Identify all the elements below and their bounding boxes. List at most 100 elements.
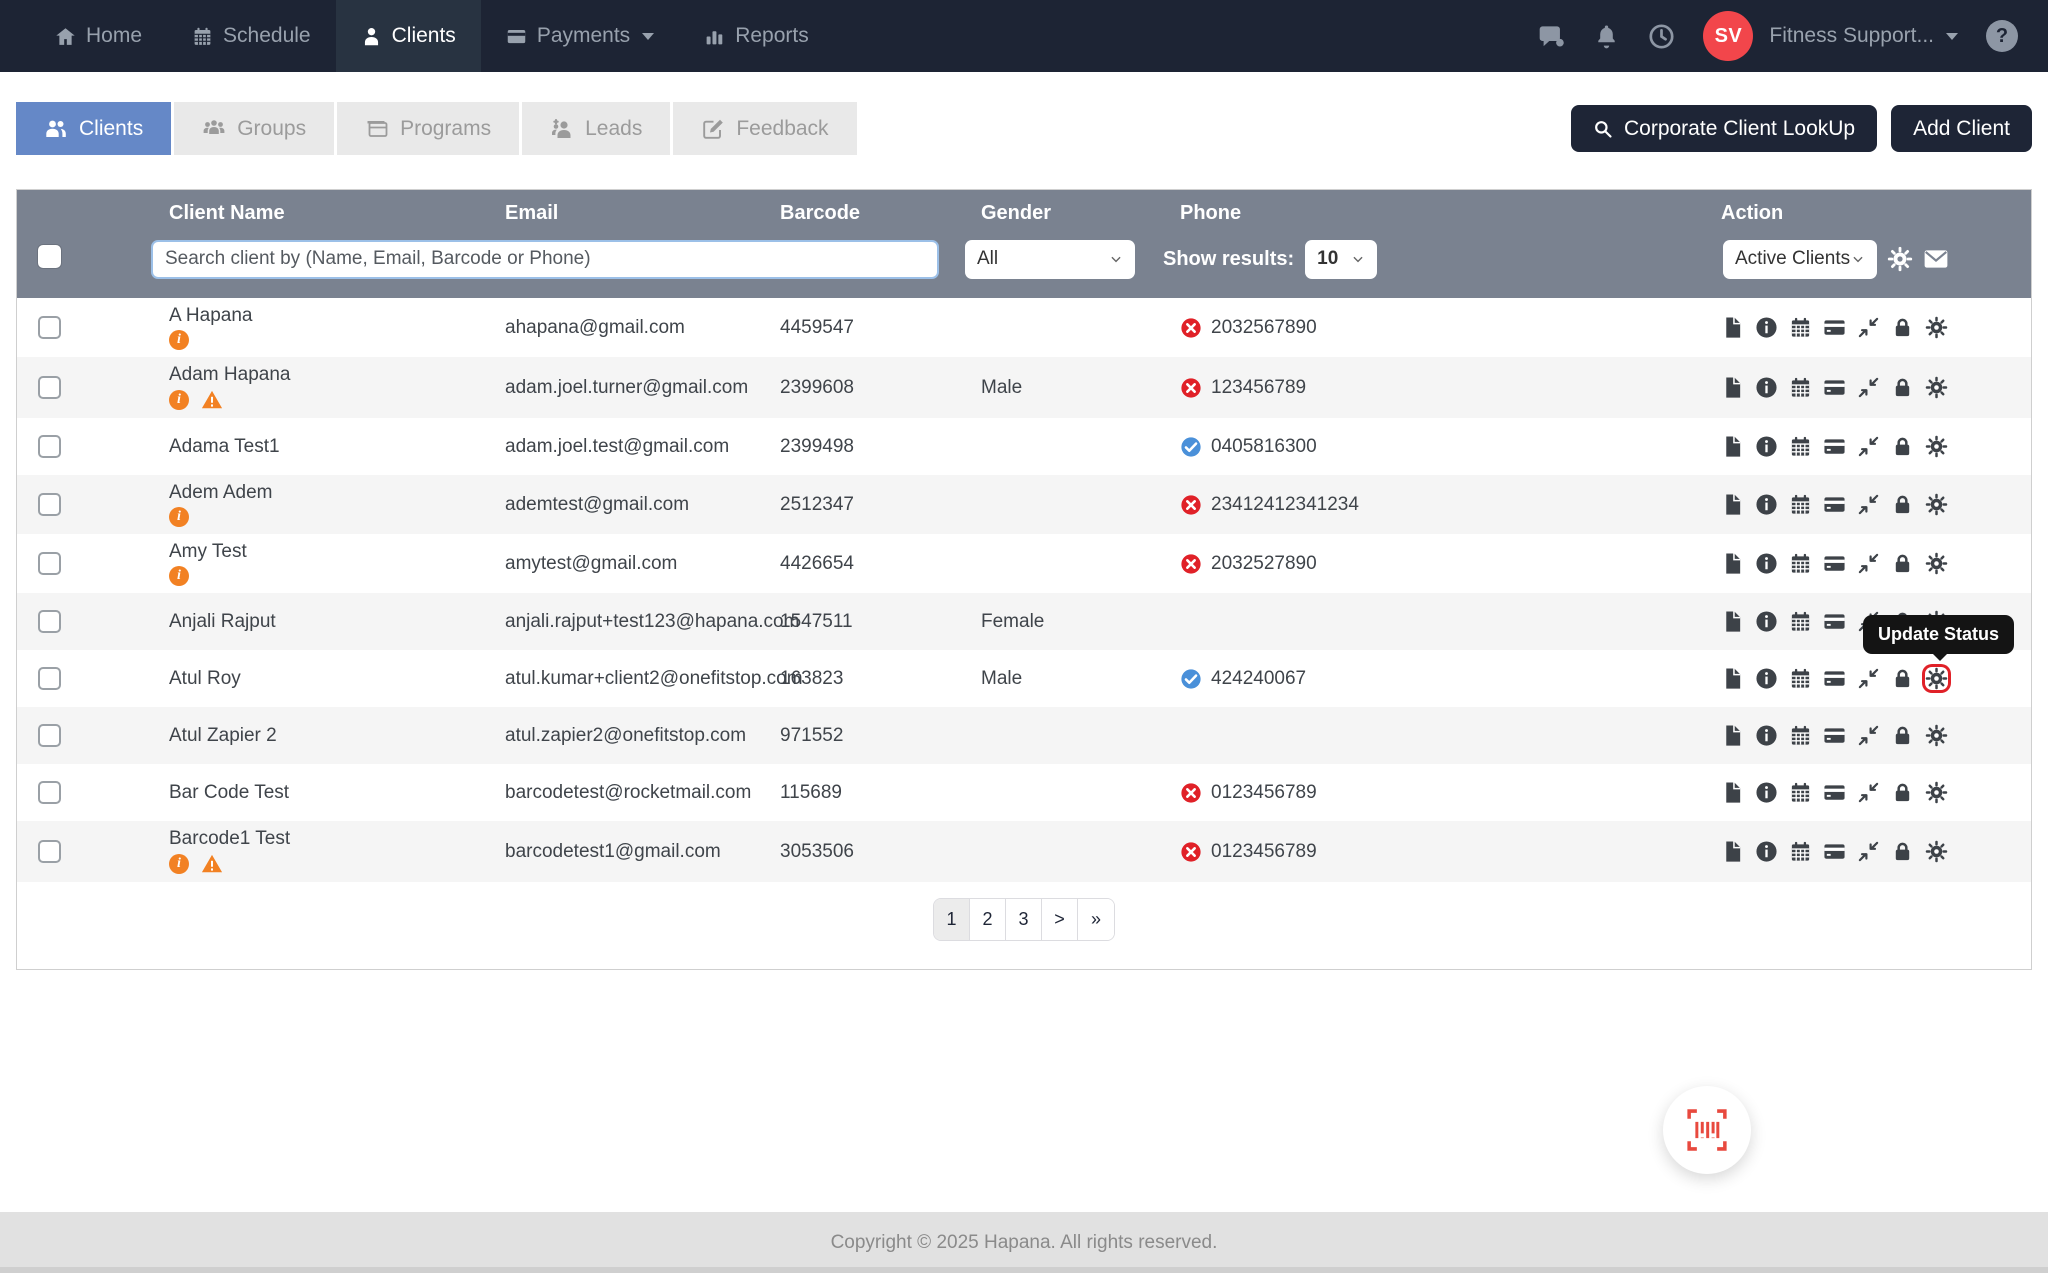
calendar-icon[interactable] [1789, 724, 1812, 747]
compress-icon[interactable] [1857, 840, 1880, 863]
row-checkbox[interactable] [38, 840, 61, 863]
bell-icon[interactable] [1593, 23, 1620, 50]
account-menu[interactable]: Fitness Support... [1769, 24, 1958, 48]
calendar-icon[interactable] [1789, 840, 1812, 863]
compress-icon[interactable] [1857, 724, 1880, 747]
calendar-icon[interactable] [1789, 376, 1812, 399]
settings-icon[interactable] [1925, 552, 1948, 575]
compress-icon[interactable] [1857, 316, 1880, 339]
client-name[interactable]: Adam Hapana [169, 364, 291, 385]
barcode-scan-button[interactable] [1663, 1086, 1751, 1174]
info-icon[interactable] [1755, 552, 1778, 575]
tab-programs[interactable]: Programs [337, 102, 520, 155]
calendar-icon[interactable] [1789, 316, 1812, 339]
page-next[interactable]: > [1042, 899, 1078, 940]
payment-card-icon[interactable] [1823, 376, 1846, 399]
lock-icon[interactable] [1891, 316, 1914, 339]
client-name[interactable]: Anjali Rajput [169, 610, 276, 632]
page-3[interactable]: 3 [1006, 899, 1042, 940]
client-status-select[interactable]: Active Clients [1723, 239, 1877, 279]
settings-icon[interactable] [1925, 840, 1948, 863]
calendar-icon[interactable] [1789, 435, 1812, 458]
nav-item-home[interactable]: Home [30, 0, 167, 72]
chat-icon[interactable] [1538, 23, 1565, 50]
settings-icon[interactable] [1925, 781, 1948, 804]
info-icon[interactable] [1755, 724, 1778, 747]
payment-card-icon[interactable] [1823, 840, 1846, 863]
document-icon[interactable] [1721, 610, 1744, 633]
email-envelope-icon[interactable] [1923, 246, 1949, 272]
compress-icon[interactable] [1857, 781, 1880, 804]
row-checkbox[interactable] [38, 781, 61, 804]
row-checkbox[interactable] [38, 552, 61, 575]
payment-card-icon[interactable] [1823, 316, 1846, 339]
row-checkbox[interactable] [38, 376, 61, 399]
settings-icon[interactable] [1925, 376, 1948, 399]
payment-card-icon[interactable] [1823, 610, 1846, 633]
client-name[interactable]: Adama Test1 [169, 435, 280, 457]
client-name[interactable]: A Hapana [169, 305, 253, 326]
document-icon[interactable] [1721, 724, 1744, 747]
client-name[interactable]: Atul Zapier 2 [169, 724, 277, 746]
calendar-icon[interactable] [1789, 667, 1812, 690]
nav-item-reports[interactable]: Reports [679, 0, 834, 72]
gender-select[interactable]: All [965, 239, 1135, 279]
tab-leads[interactable]: Leads [522, 102, 671, 155]
client-name[interactable]: Atul Roy [169, 667, 241, 689]
document-icon[interactable] [1721, 493, 1744, 516]
client-name[interactable]: Amy Test [169, 541, 247, 562]
settings-icon[interactable]: Update Status [1862, 615, 2014, 690]
page-2[interactable]: 2 [970, 899, 1006, 940]
lock-icon[interactable] [1891, 724, 1914, 747]
settings-icon[interactable] [1925, 724, 1948, 747]
search-input[interactable] [151, 239, 939, 279]
nav-item-clients[interactable]: Clients [335, 0, 481, 72]
settings-gear-icon[interactable] [1887, 246, 1913, 272]
calendar-icon[interactable] [1789, 781, 1812, 804]
lock-icon[interactable] [1891, 781, 1914, 804]
payment-card-icon[interactable] [1823, 435, 1846, 458]
select-all-checkbox[interactable] [38, 245, 61, 268]
row-checkbox[interactable] [38, 610, 61, 633]
calendar-icon[interactable] [1789, 552, 1812, 575]
calendar-icon[interactable] [1789, 610, 1812, 633]
document-icon[interactable] [1721, 376, 1744, 399]
info-icon[interactable] [1755, 316, 1778, 339]
page-last[interactable]: » [1078, 899, 1114, 940]
compress-icon[interactable] [1857, 376, 1880, 399]
calendar-icon[interactable] [1789, 493, 1812, 516]
document-icon[interactable] [1721, 840, 1744, 863]
show-results-select[interactable]: 10 [1305, 239, 1378, 279]
document-icon[interactable] [1721, 435, 1744, 458]
document-icon[interactable] [1721, 781, 1744, 804]
tab-clients[interactable]: Clients [16, 102, 172, 155]
payment-card-icon[interactable] [1823, 781, 1846, 804]
row-checkbox[interactable] [38, 316, 61, 339]
row-checkbox[interactable] [38, 493, 61, 516]
row-checkbox[interactable] [38, 435, 61, 458]
tab-groups[interactable]: Groups [174, 102, 335, 155]
corporate-client-lookup-button[interactable]: Corporate Client LookUp [1570, 105, 1878, 152]
document-icon[interactable] [1721, 667, 1744, 690]
info-icon[interactable] [1755, 493, 1778, 516]
info-icon[interactable] [1755, 781, 1778, 804]
clock-icon[interactable] [1648, 23, 1675, 50]
info-icon[interactable] [1755, 376, 1778, 399]
row-checkbox[interactable] [38, 724, 61, 747]
settings-icon[interactable] [1925, 493, 1948, 516]
page-1[interactable]: 1 [934, 899, 970, 940]
info-icon[interactable] [1755, 840, 1778, 863]
compress-icon[interactable] [1857, 667, 1880, 690]
compress-icon[interactable] [1857, 493, 1880, 516]
document-icon[interactable] [1721, 316, 1744, 339]
info-icon[interactable] [1755, 610, 1778, 633]
lock-icon[interactable] [1891, 435, 1914, 458]
settings-icon[interactable] [1925, 316, 1948, 339]
nav-item-schedule[interactable]: Schedule [167, 0, 336, 72]
payment-card-icon[interactable] [1823, 552, 1846, 575]
payment-card-icon[interactable] [1823, 667, 1846, 690]
info-icon[interactable] [1755, 667, 1778, 690]
compress-icon[interactable] [1857, 435, 1880, 458]
payment-card-icon[interactable] [1823, 493, 1846, 516]
info-icon[interactable] [1755, 435, 1778, 458]
